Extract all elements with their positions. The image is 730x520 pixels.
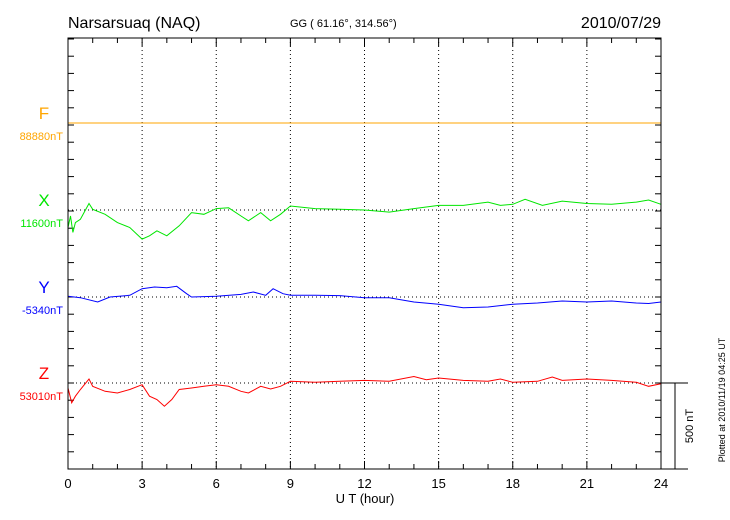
grid [67, 38, 662, 469]
plotted-at-footer: Plotted at 2010/11/19 04:25 UT [717, 337, 727, 462]
traces [67, 122, 662, 407]
x-tick-labels: 0 3 6 9 12 15 18 21 24 [64, 476, 668, 491]
series-name-x: X [38, 191, 49, 210]
coordinates-subtitle: GG ( 61.16°, 314.56°) [290, 18, 397, 30]
x-tick-label: 3 [139, 476, 146, 491]
baseline-value-x: 11600nT [20, 218, 63, 230]
series-labels: F 88880nT X 11600nT Y -5340nT Z 53010nT [20, 104, 64, 403]
date-label: 2010/07/29 [581, 15, 661, 32]
x-tick-label: 12 [357, 476, 371, 491]
series-name-z: Z [39, 364, 49, 383]
x-tick-label: 9 [287, 476, 294, 491]
x-axis-label: U T (hour) [336, 491, 395, 506]
series-name-f: F [39, 104, 49, 123]
trace-z [67, 375, 662, 407]
x-tick-label: 21 [580, 476, 594, 491]
x-tick-label: 15 [431, 476, 445, 491]
baseline-value-f: 88880nT [20, 131, 64, 143]
x-tick-label: 6 [213, 476, 220, 491]
x-tick-label: 0 [64, 476, 71, 491]
trace-y [67, 285, 662, 309]
baseline-value-y: -5340nT [22, 305, 63, 317]
x-tick-label: 24 [654, 476, 668, 491]
trace-x [67, 198, 662, 240]
scale-bar [661, 382, 688, 470]
baseline-value-z: 53010nT [20, 391, 64, 403]
station-title: Narsarsuaq (NAQ) [68, 15, 200, 32]
x-tick-label: 18 [506, 476, 520, 491]
scale-bar-label: 500 nT [684, 409, 696, 444]
plot-frame [67, 37, 662, 470]
series-name-y: Y [38, 278, 49, 297]
